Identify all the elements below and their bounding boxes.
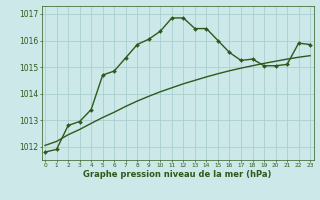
X-axis label: Graphe pression niveau de la mer (hPa): Graphe pression niveau de la mer (hPa) [84, 170, 272, 179]
